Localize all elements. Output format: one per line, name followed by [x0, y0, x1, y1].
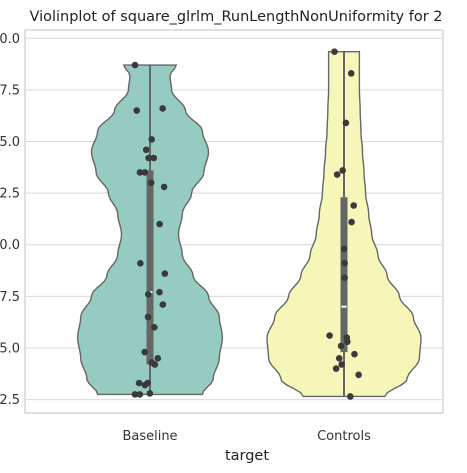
chart-title: Violinplot of square_glrlm_RunLengthNonU…: [29, 9, 442, 25]
y-tick-label: 7.5: [0, 290, 20, 305]
data-point: [355, 371, 362, 379]
data-point: [131, 391, 139, 398]
data-point: [131, 61, 139, 69]
y-tick-label: 2.5: [0, 393, 20, 408]
x-tick-labels: Baseline Controls: [122, 429, 371, 444]
data-point: [347, 70, 355, 77]
y-tick-label: 10.0: [0, 238, 20, 253]
data-point: [326, 332, 333, 339]
data-point: [337, 342, 345, 350]
data-point: [341, 274, 348, 282]
data-point: [133, 107, 141, 114]
data-point: [141, 169, 149, 176]
data-point: [148, 136, 156, 143]
data-point: [150, 154, 158, 162]
y-tick-labels: 2.5 5.0 7.5 10.0 12.5 15.0 17.5 20.0: [0, 32, 20, 408]
x-axis-label: target: [225, 448, 269, 464]
data-point: [350, 202, 358, 209]
data-point: [159, 105, 166, 112]
data-point: [160, 183, 168, 191]
data-point: [347, 393, 354, 400]
data-point: [161, 270, 169, 277]
data-point: [154, 354, 162, 362]
data-point: [144, 290, 152, 298]
y-tick-label: 15.0: [0, 135, 20, 150]
data-point: [144, 313, 152, 321]
data-point: [141, 348, 148, 356]
data-point: [332, 365, 340, 372]
x-tick-label: Baseline: [122, 429, 177, 444]
data-point: [136, 391, 144, 398]
y-tick-label: 12.5: [0, 187, 20, 202]
data-point: [351, 350, 358, 358]
data-point: [135, 379, 143, 387]
data-point: [335, 354, 343, 362]
data-point: [344, 338, 351, 346]
data-point: [151, 324, 158, 331]
data-point: [141, 381, 149, 389]
data-point: [338, 361, 345, 368]
violins: [76, 50, 422, 398]
data-point: [156, 220, 163, 228]
data-point: [147, 179, 155, 187]
data-point: [151, 361, 159, 368]
data-point: [348, 218, 355, 226]
data-point: [136, 169, 144, 176]
iqr-box: [146, 170, 154, 365]
data-point: [340, 245, 348, 253]
y-tick-label: 17.5: [0, 83, 20, 98]
data-point: [137, 260, 144, 267]
data-point: [159, 301, 167, 308]
strip-points: [131, 48, 362, 400]
data-point: [333, 171, 341, 178]
y-tick-label: 5.0: [0, 341, 20, 356]
data-point: [156, 288, 163, 296]
data-point: [142, 146, 150, 154]
x-tick-label: Controls: [317, 429, 371, 444]
y-tick-label: 20.0: [0, 32, 20, 47]
data-point: [331, 48, 338, 55]
data-point: [342, 119, 350, 127]
data-point: [146, 390, 154, 397]
data-point: [145, 154, 152, 162]
data-point: [341, 260, 349, 267]
data-point: [339, 167, 346, 174]
